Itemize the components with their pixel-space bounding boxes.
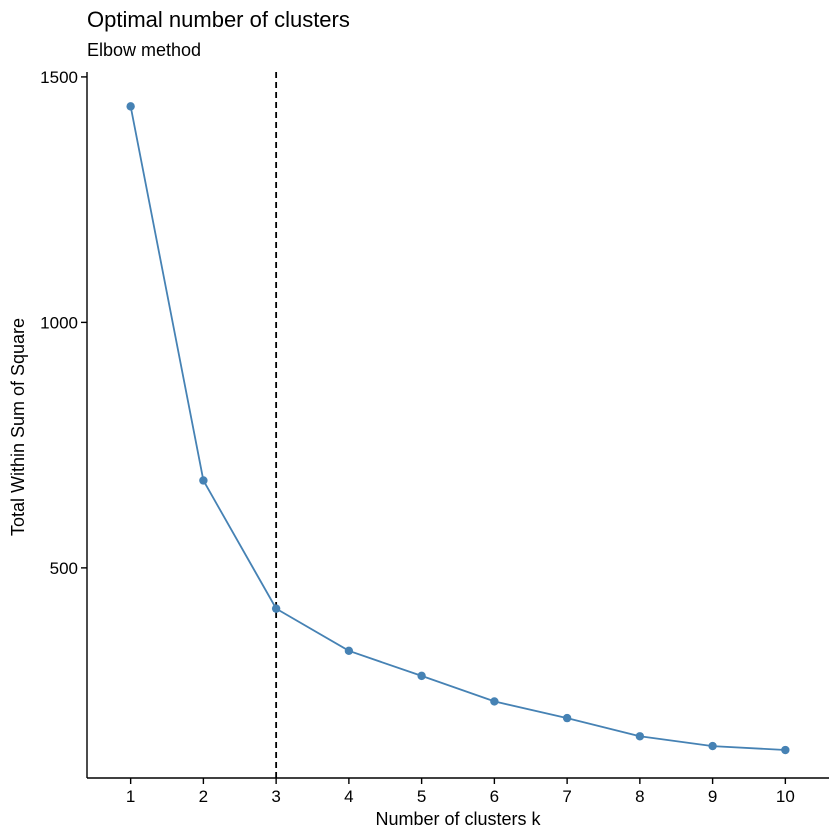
data-point <box>781 745 790 755</box>
data-point <box>562 713 572 723</box>
data-point <box>490 697 499 706</box>
y-tick-label: 1000 <box>40 313 78 332</box>
x-tick-label: 10 <box>776 787 795 806</box>
data-point <box>126 102 135 111</box>
x-tick-label: 2 <box>199 787 208 806</box>
plot-area <box>126 72 790 778</box>
x-tick-label: 3 <box>271 787 280 806</box>
x-tick-label: 1 <box>126 787 135 806</box>
x-axis-title: Number of clusters k <box>375 809 541 829</box>
y-axis-title: Total Within Sum of Square <box>8 318 28 536</box>
y-tick-label: 1500 <box>40 68 78 87</box>
x-tick-label: 7 <box>562 787 571 806</box>
x-axis-ticks: 1 2 3 4 5 6 7 8 9 10 <box>126 778 795 806</box>
data-point <box>271 604 281 613</box>
data-point <box>199 476 208 485</box>
x-tick-label: 8 <box>635 787 644 806</box>
x-tick-label: 6 <box>490 787 499 806</box>
series-line <box>129 106 786 751</box>
x-tick-label: 4 <box>344 787 353 806</box>
y-tick-label: 500 <box>50 559 78 578</box>
x-tick-label: 5 <box>417 787 426 806</box>
x-tick-label: 9 <box>708 787 717 806</box>
chart-subtitle: Elbow method <box>87 40 201 60</box>
y-axis-ticks: 500 1000 1500 <box>40 68 87 578</box>
data-point <box>635 732 645 741</box>
data-point <box>417 671 426 681</box>
data-point <box>344 646 354 656</box>
data-point <box>708 741 717 751</box>
chart-title: Optimal number of clusters <box>87 7 350 32</box>
